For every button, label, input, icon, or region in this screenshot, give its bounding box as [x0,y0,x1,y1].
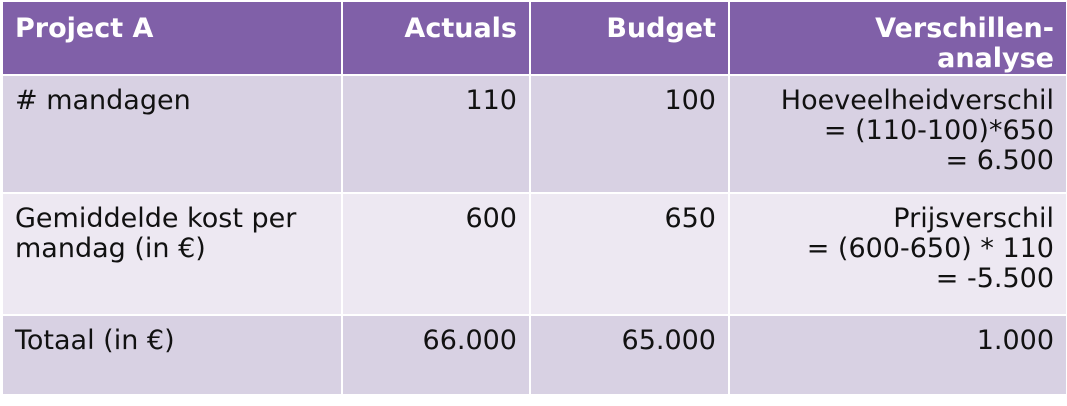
row-label: Totaal (in €) [1,314,343,396]
row-label-line1: Totaal (in €) [15,325,175,356]
row-label: Gemiddelde kost per mandag (in €) [1,192,343,316]
table-row-gemiddelde-kost: Gemiddelde kost per mandag (in €) 600 65… [1,192,1067,316]
header-project: Project A [1,0,343,76]
table-row-totaal: Totaal (in €) 66.000 65.000 1.000 [1,314,1067,396]
analysis-line3: = -5.500 [935,263,1054,294]
analysis-line1: 1.000 [976,325,1054,356]
analysis-line3: = 6.500 [945,145,1054,176]
analysis-line2: = (600-650) * 110 [806,233,1054,264]
header-analysis-line1: Verschillen- [875,13,1054,44]
row-analysis: 1.000 [728,314,1067,396]
row-analysis: Prijsverschil = (600-650) * 110 = -5.500 [728,192,1067,316]
row-budget: 100 [529,74,730,194]
analysis-line1: Hoeveelheidverschil [780,85,1054,116]
row-actuals: 110 [341,74,531,194]
table-row-mandagen: # mandagen 110 100 Hoeveelheidverschil =… [1,74,1067,194]
row-analysis: Hoeveelheidverschil = (110-100)*650 = 6.… [728,74,1067,194]
variance-table: Project A Actuals Budget Verschillen- an… [1,0,1067,396]
analysis-line2: = (110-100)*650 [823,115,1054,146]
row-budget: 65.000 [529,314,730,396]
row-label: # mandagen [1,74,343,194]
header-actuals: Actuals [341,0,531,76]
header-row: Project A Actuals Budget Verschillen- an… [1,0,1067,76]
analysis-line1: Prijsverschil [893,203,1054,234]
row-actuals: 600 [341,192,531,316]
row-label-line1: Gemiddelde kost per [15,203,297,234]
row-label-line2: mandag (in €) [15,233,206,264]
header-analysis-line2: analyse [937,43,1054,74]
header-budget: Budget [529,0,730,76]
row-actuals: 66.000 [341,314,531,396]
row-budget: 650 [529,192,730,316]
header-analysis: Verschillen- analyse [728,0,1067,76]
row-label-line1: # mandagen [15,85,191,116]
